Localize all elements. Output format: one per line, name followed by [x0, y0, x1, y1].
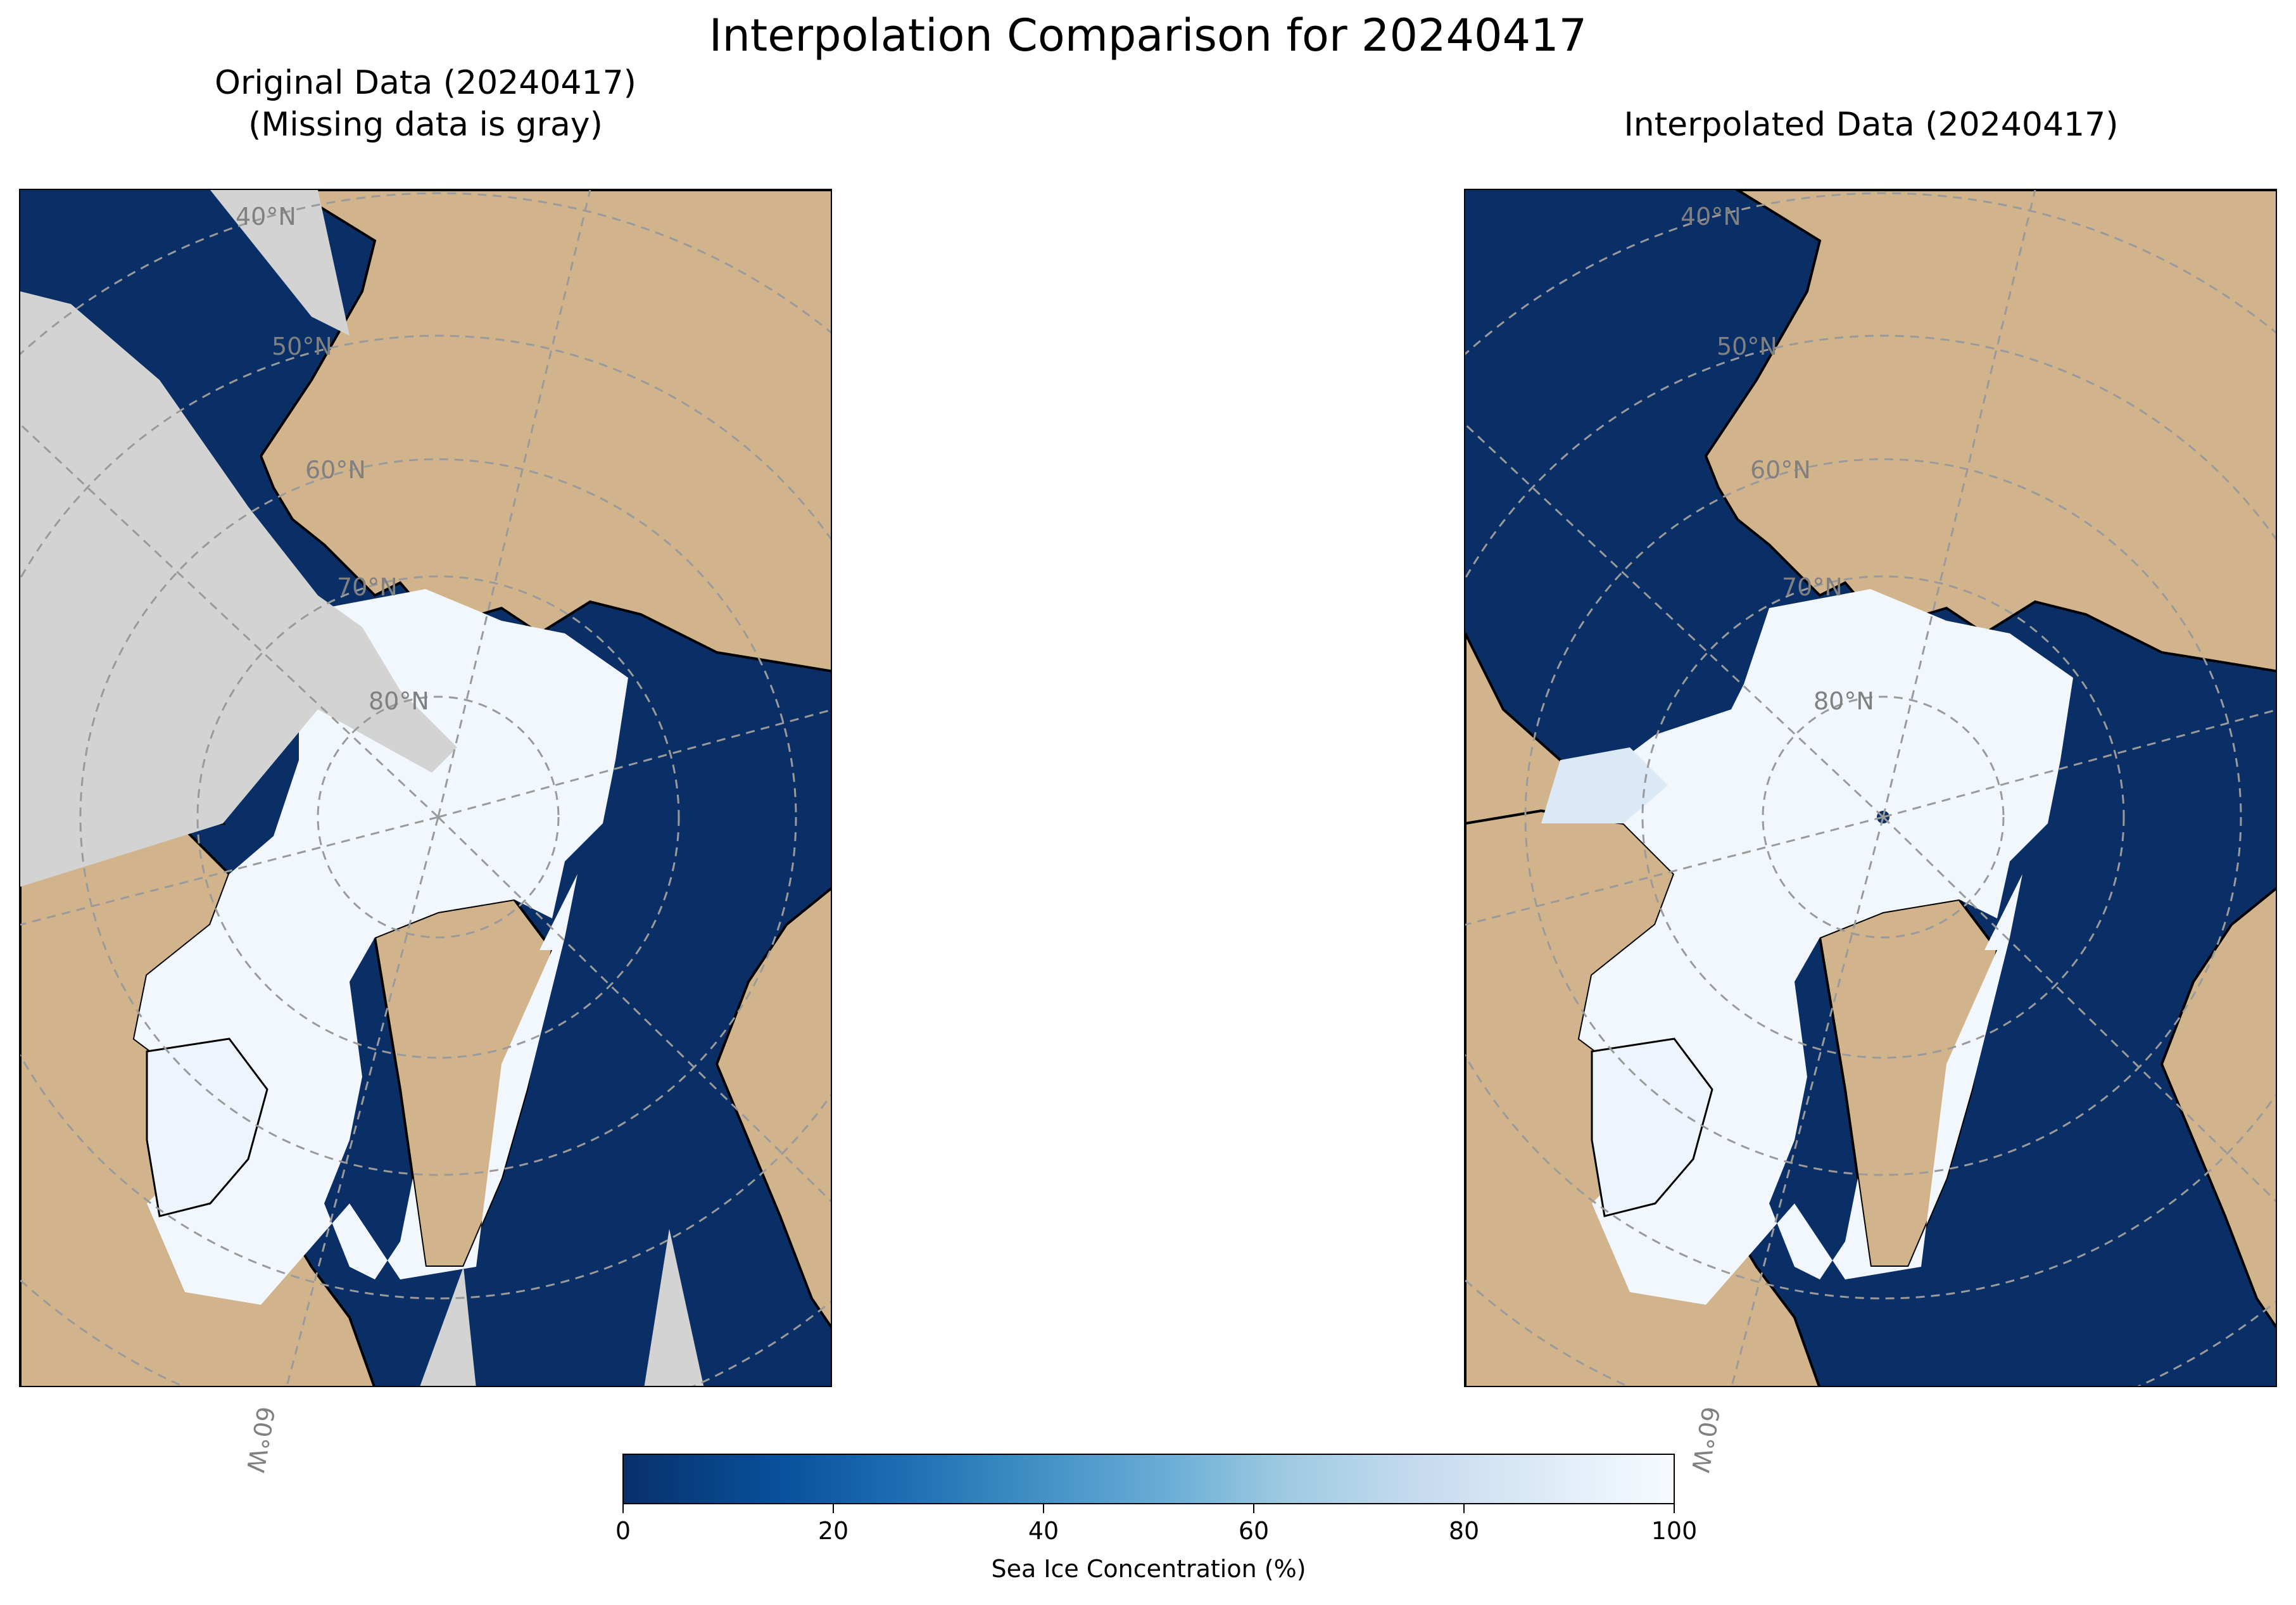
lon-label-right: 60°W — [1686, 1404, 1725, 1475]
lat-label-80: 80°N — [1813, 687, 1874, 715]
lat-label-40: 40°N — [236, 203, 296, 231]
lat-label-70: 70°N — [1782, 573, 1843, 601]
lat-label-60: 60°N — [305, 456, 366, 484]
missing-wedge-north — [210, 190, 350, 336]
lat-label-40: 40°N — [1681, 203, 1741, 231]
missing-wedge-south2 — [644, 1229, 704, 1386]
colorbar-tick-label: 60 — [1238, 1517, 1270, 1545]
hudson-bay-ice — [1591, 1037, 1713, 1217]
colorbar-tick-mark — [1043, 1504, 1044, 1513]
lat-label-50: 50°N — [272, 333, 332, 360]
colorbar-tick-mark — [1463, 1504, 1465, 1513]
lat-label-60: 60°N — [1750, 456, 1811, 484]
lat-label-50: 50°N — [1717, 333, 1777, 360]
figure-title: Interpolation Comparison for 20240417 — [709, 10, 1587, 61]
panel-title-original-line2: (Missing data is gray) — [248, 106, 603, 144]
lat-label-80: 80°N — [369, 687, 429, 715]
missing-wedge-pacific — [20, 291, 457, 887]
lon-label-left: 60°W — [241, 1404, 280, 1475]
colorbar-tick-mark — [622, 1504, 624, 1513]
colorbar-tick-label: 100 — [1651, 1517, 1698, 1545]
graticule — [20, 190, 831, 1386]
graticule — [1465, 190, 2276, 1386]
bering-ice — [1541, 747, 1668, 823]
colorbar-tick-mark — [833, 1504, 834, 1513]
interpolated-map-svg — [1465, 190, 2276, 1386]
colorbar-tick-label: 0 — [615, 1517, 631, 1545]
original-map-svg — [20, 190, 831, 1386]
colorbar-tick-label: 20 — [817, 1517, 849, 1545]
lat-label-70: 70°N — [337, 573, 398, 601]
panel-title-original: Original Data (20240417) (Missing data i… — [19, 62, 832, 146]
eurasia-land — [1704, 190, 2276, 673]
colorbar-tick-label: 80 — [1448, 1517, 1480, 1545]
panel-title-original-line1: Original Data (20240417) — [215, 64, 636, 102]
missing-wedge-south1 — [420, 1267, 476, 1386]
eurasia-land — [259, 190, 831, 673]
panel-title-interpolated: Interpolated Data (20240417) — [1624, 106, 2119, 144]
interpolated-data-map: 40°N 50°N 60°N 70°N 80°N — [1464, 189, 2277, 1387]
colorbar — [622, 1454, 1675, 1504]
colorbar-tick-mark — [1253, 1504, 1254, 1513]
colorbar-tick-label: 40 — [1028, 1517, 1059, 1545]
colorbar-tick-mark — [1674, 1504, 1675, 1513]
original-data-map: 40°N 50°N 60°N 70°N 80°N — [19, 189, 832, 1387]
colorbar-label: Sea Ice Concentration (%) — [991, 1555, 1306, 1583]
hudson-bay-ice — [146, 1037, 268, 1217]
